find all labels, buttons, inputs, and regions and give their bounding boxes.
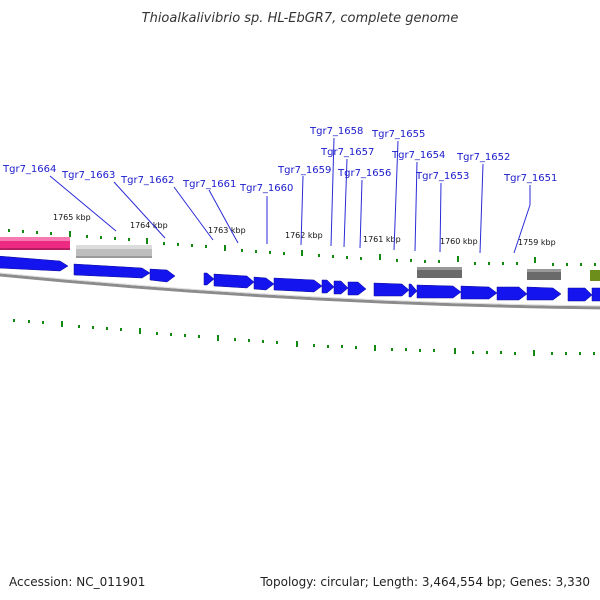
gene-arrow[interactable] <box>567 287 593 302</box>
gene-label[interactable]: Tgr7_1659 <box>277 165 331 176</box>
leader-line <box>208 189 239 244</box>
gene-label[interactable]: Tgr7_1654 <box>391 150 445 161</box>
gene-arrow[interactable] <box>526 286 562 301</box>
lower-tick-row <box>13 319 595 356</box>
gene-arrow[interactable] <box>460 285 498 300</box>
genome-summary-text: Topology: circular; Length: 3,464,554 bp… <box>259 575 590 589</box>
gene-arrow[interactable] <box>203 272 215 286</box>
kbp-label: 1760 kbp <box>440 237 478 246</box>
kbp-label: 1759 kbp <box>518 238 556 247</box>
genome-title: Thioalkalivibrio sp. HL-EbGR7, complete … <box>142 11 459 26</box>
gene-label[interactable]: Tgr7_1655 <box>371 129 425 140</box>
leader-line <box>414 161 418 252</box>
gene-arrow[interactable] <box>591 287 600 302</box>
upper-tick-row <box>8 229 596 266</box>
leader-line <box>113 181 166 239</box>
gene-arrow[interactable] <box>73 263 151 279</box>
accession-text: Accession: NC_011901 <box>9 575 145 589</box>
gene-label[interactable]: Tgr7_1663 <box>61 170 115 181</box>
gene-arrow[interactable] <box>321 279 335 294</box>
kbp-label: 1761 kbp <box>363 235 401 244</box>
gene-label[interactable]: Tgr7_1651 <box>503 173 557 184</box>
leader-line <box>343 158 348 248</box>
gene-arrow[interactable] <box>213 273 255 289</box>
leader-line <box>173 186 214 241</box>
gene-label[interactable]: Tgr7_1652 <box>456 152 510 163</box>
leader-line <box>479 163 484 254</box>
kbp-label: 1765 kbp <box>53 213 91 222</box>
gene-leader-lines <box>49 137 531 254</box>
leader-line <box>330 137 335 247</box>
other-feature-green[interactable] <box>590 270 600 281</box>
gene-arrow[interactable] <box>333 280 349 295</box>
gene-arrow[interactable] <box>149 268 176 283</box>
gene-arrow[interactable] <box>408 283 418 298</box>
gene-arrow[interactable] <box>496 286 528 301</box>
gene-label[interactable]: Tgr7_1664 <box>2 164 56 175</box>
leader-line <box>439 182 442 253</box>
rna-feature-grey-dark-1[interactable] <box>417 267 462 278</box>
gene-label[interactable]: Tgr7_1662 <box>120 175 174 186</box>
genome-backbone <box>0 273 600 310</box>
gene-arrow[interactable] <box>347 281 367 296</box>
gene-arrow[interactable] <box>0 255 69 272</box>
gene-labels: Tgr7_1664 Tgr7_1663 Tgr7_1662 Tgr7_1661 … <box>2 126 557 194</box>
rna-feature-grey-dark-2[interactable] <box>527 269 561 280</box>
kbp-label: 1764 kbp <box>130 221 168 230</box>
gene-label[interactable]: Tgr7_1653 <box>415 171 469 182</box>
gene-label[interactable]: Tgr7_1660 <box>239 183 293 194</box>
gene-label[interactable]: Tgr7_1656 <box>337 168 391 179</box>
leader-line <box>393 140 399 251</box>
kbp-label: 1762 kbp <box>285 231 323 240</box>
leader-line <box>359 179 363 249</box>
kbp-label: 1763 kbp <box>208 226 246 235</box>
leader-line <box>513 204 531 254</box>
gene-track <box>0 255 600 302</box>
gene-arrow[interactable] <box>373 282 410 297</box>
rna-feature-grey-light[interactable] <box>76 245 152 258</box>
rna-track <box>0 237 600 281</box>
gene-label[interactable]: Tgr7_1657 <box>320 147 374 158</box>
gene-arrow[interactable] <box>416 284 462 299</box>
gene-label[interactable]: Tgr7_1658 <box>309 126 363 137</box>
gene-label[interactable]: Tgr7_1661 <box>182 179 236 190</box>
gene-arrow[interactable] <box>273 277 323 293</box>
gene-arrow[interactable] <box>253 276 275 291</box>
rna-feature-pink[interactable] <box>0 237 70 250</box>
leader-line <box>300 175 304 246</box>
genome-backbone-highlight <box>0 272 600 307</box>
leader-line <box>49 175 117 232</box>
kbp-ruler: 1765 kbp 1764 kbp 1763 kbp 1762 kbp 1761… <box>53 213 556 247</box>
